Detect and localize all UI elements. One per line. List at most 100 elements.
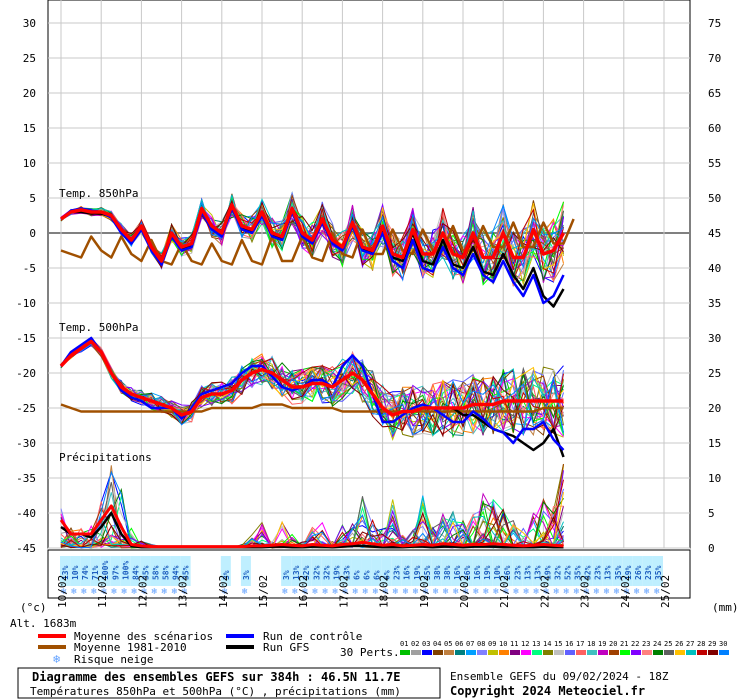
snow-risk-pct: 23% xyxy=(644,565,653,580)
snowflake-icon: ❄ xyxy=(654,587,660,597)
left-tick-label: -40 xyxy=(16,507,36,520)
pert-swatch xyxy=(510,650,520,655)
snow-risk-bar xyxy=(602,556,613,586)
snow-risk-pct: 6% xyxy=(352,570,361,580)
snow-risk-bar xyxy=(90,556,101,586)
snow-risk-bar xyxy=(401,556,412,586)
snow-risk-bar xyxy=(70,556,81,586)
snowflake-icon: ❄ xyxy=(182,587,188,597)
snowflake-icon: ❄ xyxy=(523,587,529,597)
snowflake-icon: ❄ xyxy=(543,587,549,597)
pert-number: 30 xyxy=(719,640,727,648)
snow-risk-bar xyxy=(552,556,563,586)
pert-swatch xyxy=(675,650,685,655)
pert-swatch xyxy=(565,650,575,655)
snow-risk-bar xyxy=(341,556,352,586)
snow-risk-strip: 13%❄10%❄74%❄71%❄100%❄97%❄100%❄84%❄35%❄58… xyxy=(60,556,663,597)
snowflake-icon: ❄ xyxy=(352,587,358,597)
snow-risk-bar xyxy=(612,556,623,586)
snowflake-icon: ❄ xyxy=(111,587,117,597)
pert-t500-line xyxy=(60,339,564,435)
snow-risk-bar xyxy=(150,556,161,586)
left-tick-label: -45 xyxy=(16,542,36,555)
date-label: 21/02 xyxy=(498,575,511,608)
snow-risk-pct: 58% xyxy=(151,565,160,580)
pert-number: 11 xyxy=(510,640,518,648)
snowflake-icon: ❄ xyxy=(222,587,228,597)
snow-risk-bar xyxy=(130,556,141,586)
snow-risk-bar xyxy=(652,556,663,586)
pert-swatch xyxy=(598,650,608,655)
pert-swatch xyxy=(642,650,652,655)
left-tick-label: -20 xyxy=(16,367,36,380)
snow-risk-bar xyxy=(532,556,543,586)
left-tick-label: -35 xyxy=(16,472,36,485)
date-label: 11/02 xyxy=(96,575,109,608)
snow-risk-pct: 19% xyxy=(543,565,552,580)
altitude: Alt. 1683m xyxy=(10,617,77,630)
pert-number: 12 xyxy=(521,640,529,648)
snow-risk-pct: 32% xyxy=(302,565,311,580)
right-tick-label: 65 xyxy=(708,87,721,100)
snow-risk-bar xyxy=(431,556,442,586)
snow-risk-bar xyxy=(472,556,483,586)
snow-risk-bar xyxy=(502,556,513,586)
snow-risk-pct: 32% xyxy=(553,565,562,580)
left-tick-label: -5 xyxy=(23,262,36,275)
date-label: 15/02 xyxy=(257,575,270,608)
snow-risk-bar xyxy=(622,556,633,586)
snow-risk-pct: 13% xyxy=(342,565,351,580)
snow-risk-pct: 3% xyxy=(282,570,291,580)
snowflake-icon: ❄ xyxy=(312,587,318,597)
snowflake-icon: ❄ xyxy=(644,587,650,597)
snowflake-icon: ❄ xyxy=(141,587,147,597)
snowflake-icon: ❄ xyxy=(564,587,570,597)
snow-risk-pct: 74% xyxy=(81,565,90,580)
snow-risk-bar xyxy=(492,556,503,586)
date-label: 20/02 xyxy=(458,575,471,608)
pert-swatch xyxy=(686,650,696,655)
snow-risk-pct: 35% xyxy=(574,565,583,580)
snow-risk-pct: 32% xyxy=(322,565,331,580)
pert-number: 26 xyxy=(675,640,683,648)
pert-number: 07 xyxy=(466,640,474,648)
right-tick-label: 75 xyxy=(708,17,721,30)
pert-number: 06 xyxy=(455,640,463,648)
pert-number: 01 xyxy=(400,640,408,648)
snowflake-icon: ❄ xyxy=(463,587,469,597)
snow-risk-pct: 6% xyxy=(363,570,372,580)
snowflake-icon: ❄ xyxy=(363,587,369,597)
pert-swatch xyxy=(455,650,465,655)
snow-risk-bar xyxy=(60,556,71,586)
pert-swatch xyxy=(631,650,641,655)
pert-number: 28 xyxy=(697,640,705,648)
plot-background xyxy=(47,0,691,549)
snow-risk-bar xyxy=(351,556,362,586)
pert-number: 08 xyxy=(477,640,485,648)
legend-perts: 30 Perts. xyxy=(340,646,400,659)
right-tick-label: 20 xyxy=(708,402,721,415)
snow-risk-pct: 13% xyxy=(61,565,70,580)
right-tick-label: 25 xyxy=(708,367,721,380)
pert-swatch xyxy=(653,650,663,655)
pert-number: 09 xyxy=(488,640,496,648)
right-tick-label: 60 xyxy=(708,122,721,135)
snowflake-icon: ❄ xyxy=(594,587,600,597)
pert-number: 02 xyxy=(411,640,419,648)
snow-risk-bar xyxy=(371,556,382,586)
snow-risk-pct: 26% xyxy=(503,565,512,580)
snow-risk-bar xyxy=(80,556,91,586)
snow-risk-bar xyxy=(512,556,523,586)
pert-swatch xyxy=(620,650,630,655)
pert-swatch xyxy=(499,650,509,655)
snowflake-icon: ❄ xyxy=(533,587,539,597)
snow-risk-bar xyxy=(421,556,432,586)
pert-swatch xyxy=(466,650,476,655)
run-info: Ensemble GEFS du 09/02/2024 - 18Z xyxy=(450,670,669,683)
snow-risk-bar xyxy=(572,556,583,586)
snow-risk-pct: 35% xyxy=(654,565,663,580)
date-label: 25/02 xyxy=(659,575,672,608)
pert-number: 16 xyxy=(565,640,573,648)
right-tick-label: 40 xyxy=(708,262,721,275)
